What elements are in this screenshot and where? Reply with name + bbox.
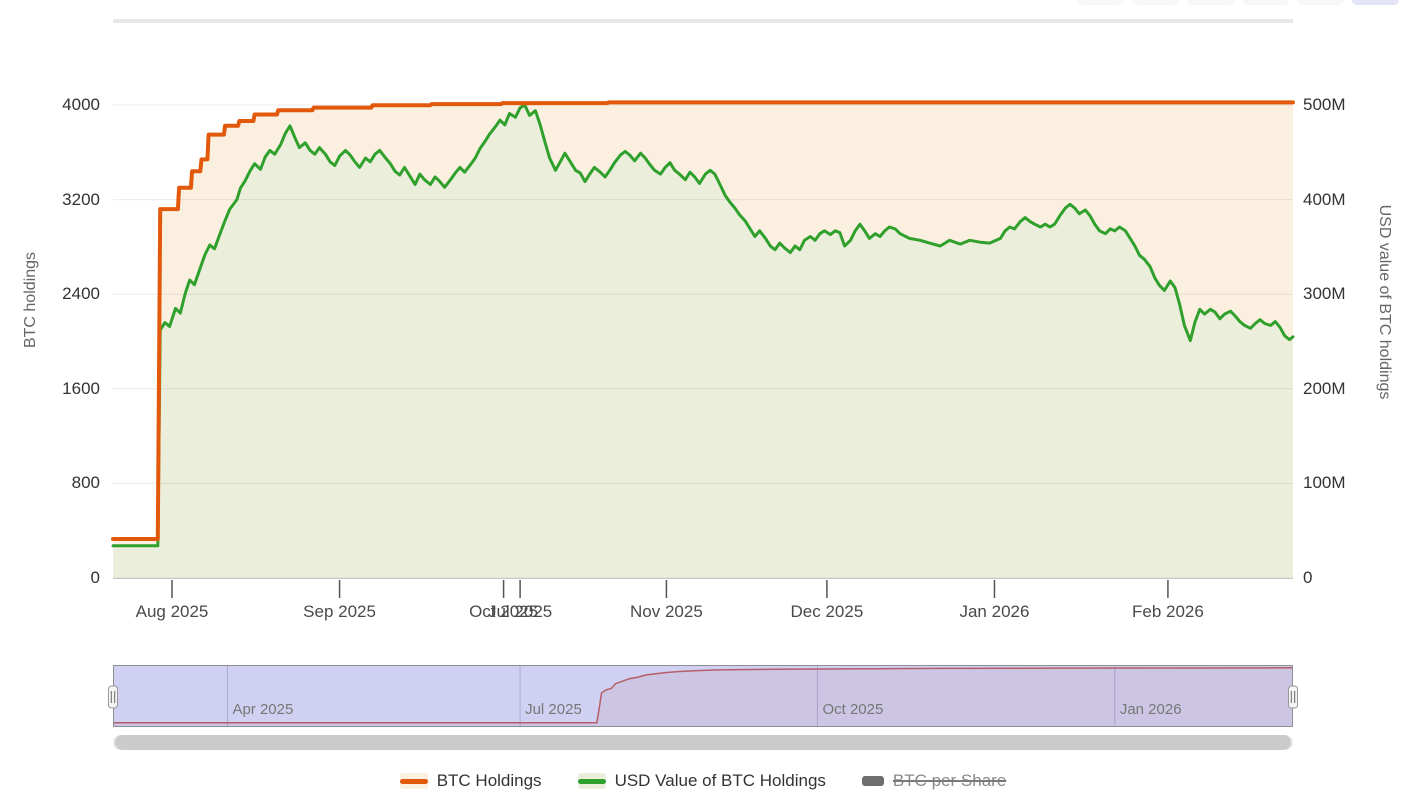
y-axis-left-tick-label: 1600: [62, 378, 100, 398]
left-axis-title: BTC holdings: [22, 251, 39, 349]
x-axis-label: Jan 2026: [959, 602, 1030, 621]
legend-marker-stroke: [399, 778, 428, 784]
y-axis-right-tick-label: 400M: [1303, 189, 1346, 209]
navigator-series-area: [113, 667, 1293, 727]
range-selector: [1077, 0, 1407, 5]
range-button-6[interactable]: [1352, 0, 1399, 5]
navigator-handle-right[interactable]: [1288, 685, 1298, 709]
y-axis-right-tick-label: 100M: [1303, 473, 1346, 493]
range-button-3[interactable]: [1187, 0, 1234, 5]
y-axis-right-tick-label: 300M: [1303, 284, 1346, 304]
navigator-axis-label: Jul 2025: [525, 701, 582, 718]
y-axis-left-tick-label: 2400: [62, 284, 100, 304]
range-button-5[interactable]: [1297, 0, 1344, 5]
legend-label: BTC per Share: [892, 771, 1007, 790]
navigator-handle-left[interactable]: [108, 685, 118, 709]
legend-label: USD Value of BTC Holdings: [614, 771, 826, 790]
x-axis-label-glitch: Jul 2025: [487, 602, 553, 621]
legend-item-usd-value-of-btc-holdings[interactable]: USD Value of BTC Holdings: [577, 771, 826, 791]
navigator-scrollbar-track[interactable]: [113, 735, 1293, 750]
legend-marker-stroke: [577, 778, 606, 784]
navigator-scrollbar-thumb[interactable]: [115, 735, 1291, 750]
y-axis-right-tick-label: 0: [1303, 568, 1313, 587]
range-button-1[interactable]: [1077, 0, 1124, 5]
y-axis-left-tick-label: 0: [90, 568, 100, 587]
navigator-series-line: [113, 667, 1294, 724]
x-axis-label: Dec 2025: [790, 602, 864, 621]
x-axis-label: Nov 2025: [630, 602, 703, 621]
legend-marker-line: [399, 773, 428, 789]
y-axis-left-tick-label: 4000: [62, 95, 100, 114]
x-axis-label: Aug 2025: [135, 602, 209, 621]
y-axis-left-tick-label: 800: [71, 473, 100, 493]
legend: BTC Holdings USD Value of BTC Holdings BTC…: [113, 771, 1293, 791]
top-divider: [113, 19, 1293, 23]
navigator-mask[interactable]: [113, 665, 1293, 727]
legend-label: BTC Holdings: [436, 771, 542, 790]
legend-marker-line: [577, 773, 606, 789]
y-axis-right-tick-label: 200M: [1303, 378, 1346, 398]
x-axis-label: Sep 2025: [303, 602, 376, 621]
range-button-4[interactable]: [1242, 0, 1289, 5]
y-axis-right-tick-label: 500M: [1303, 95, 1346, 114]
navigator-background[interactable]: [113, 665, 1293, 727]
right-axis-title: USD value of BTC holdings: [1376, 204, 1393, 400]
navigator-axis-label: Apr 2025: [232, 701, 294, 718]
range-button-2[interactable]: [1132, 0, 1179, 5]
series-usd-value-area: [113, 105, 1293, 578]
series-usd-value-line: [111, 103, 1295, 548]
x-axis-label: Feb 2026: [1131, 602, 1204, 621]
legend-item-btc-holdings[interactable]: BTC Holdings: [399, 771, 542, 791]
y-axis-left-tick-label: 3200: [62, 189, 100, 209]
series-btc-holdings-line: [111, 100, 1295, 541]
legend-item-btc-per-share[interactable]: BTC per Share: [861, 771, 1007, 791]
navigator-axis-label: Oct 2025: [822, 701, 884, 718]
x-axis-label: Oct 2025: [469, 602, 539, 621]
legend-marker-column: [861, 776, 884, 786]
navigator-axis-label: Jan 2026: [1119, 701, 1182, 718]
